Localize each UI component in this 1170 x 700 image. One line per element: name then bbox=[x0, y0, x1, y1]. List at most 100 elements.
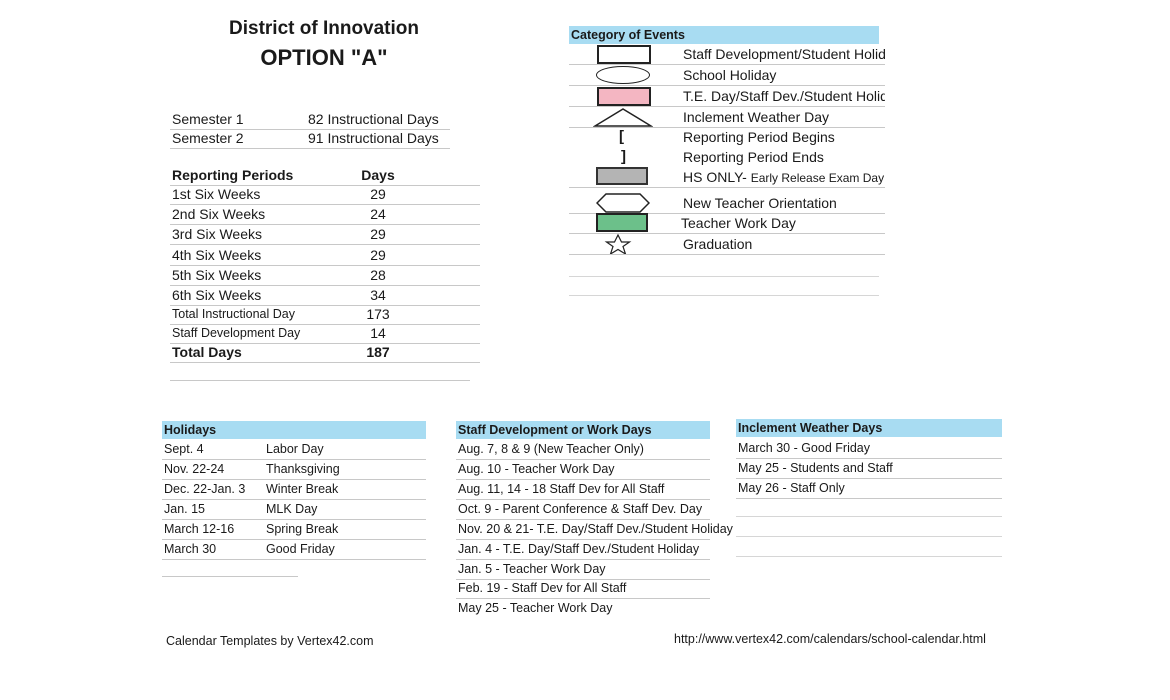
close-bracket-icon: ] bbox=[621, 148, 626, 165]
reporting-label: 2nd Six Weeks bbox=[172, 206, 266, 222]
reporting-row: Total Instructional Day 173 bbox=[170, 304, 480, 325]
total-label: Total Days bbox=[172, 344, 242, 360]
staff-dev-header: Staff Development or Work Days bbox=[456, 421, 710, 439]
holiday-date: March 30 bbox=[164, 542, 217, 556]
category-label-group: HS ONLY- Early Release Exam Day bbox=[683, 167, 884, 187]
holiday-row: March 30 Good Friday bbox=[162, 539, 426, 560]
divider bbox=[736, 516, 1002, 517]
staff-dev-row: Aug. 11, 14 - 18 Staff Dev for All Staff bbox=[456, 479, 710, 500]
category-label: Graduation bbox=[683, 236, 753, 252]
staff-dev-text: Jan. 5 - Teacher Work Day bbox=[458, 562, 606, 576]
category-row: [ Reporting Period Begins bbox=[569, 127, 885, 147]
staff-dev-text: Aug. 11, 14 - 18 Staff Dev for All Staff bbox=[458, 482, 665, 496]
total-row: Total Days 187 bbox=[170, 342, 480, 363]
reporting-row: Staff Development Day 14 bbox=[170, 323, 480, 344]
reporting-days: 29 bbox=[370, 226, 386, 242]
inclement-row: May 26 - Staff Only bbox=[736, 478, 1002, 499]
staff-dev-row: Feb. 19 - Staff Dev for All Staff bbox=[456, 578, 710, 599]
reporting-days: 14 bbox=[370, 325, 386, 341]
category-label: New Teacher Orientation bbox=[683, 195, 837, 211]
category-row: Teacher Work Day bbox=[569, 213, 885, 234]
inclement-text: May 25 - Students and Staff bbox=[738, 461, 893, 475]
category-row: HS ONLY- Early Release Exam Day bbox=[569, 167, 885, 188]
reporting-row: 4th Six Weeks 29 bbox=[170, 245, 480, 266]
reporting-header-label: Reporting Periods bbox=[172, 167, 294, 183]
holiday-date: March 12-16 bbox=[164, 522, 235, 536]
staff-dev-row: Aug. 7, 8 & 9 (New Teacher Only) bbox=[456, 439, 710, 460]
category-label: T.E. Day/Staff Dev./Student Holiday bbox=[683, 88, 885, 104]
divider bbox=[170, 380, 470, 381]
holiday-row: Sept. 4 Labor Day bbox=[162, 439, 426, 460]
staff-dev-text: Jan. 4 - T.E. Day/Staff Dev./Student Hol… bbox=[458, 542, 700, 556]
holiday-date: Dec. 22-Jan. 3 bbox=[164, 482, 246, 496]
staff-dev-row: May 25 - Teacher Work Day bbox=[456, 598, 710, 618]
reporting-label: 3rd Six Weeks bbox=[172, 226, 262, 242]
divider bbox=[736, 536, 1002, 537]
category-label: Reporting Period Ends bbox=[683, 149, 824, 165]
district-title: District of Innovation bbox=[229, 18, 419, 39]
category-row: Inclement Weather Day bbox=[569, 107, 885, 128]
staff-dev-row: Jan. 5 - Teacher Work Day bbox=[456, 559, 710, 580]
semester-value: 82 Instructional Days bbox=[308, 111, 439, 127]
staff-dev-row: Aug. 10 - Teacher Work Day bbox=[456, 459, 710, 480]
reporting-row: 6th Six Weeks 34 bbox=[170, 285, 480, 306]
inclement-row: March 30 - Good Friday bbox=[736, 438, 1002, 459]
holiday-name: Thanksgiving bbox=[266, 462, 340, 476]
green-rectangle-icon bbox=[596, 213, 648, 232]
divider bbox=[162, 576, 298, 577]
reporting-label: 1st Six Weeks bbox=[172, 186, 261, 202]
reporting-header-days: Days bbox=[361, 167, 395, 183]
option-title: OPTION "A" bbox=[260, 45, 388, 70]
footer-credit: Calendar Templates by Vertex42.com bbox=[166, 634, 374, 648]
gray-rectangle-icon bbox=[596, 167, 648, 185]
holiday-date: Sept. 4 bbox=[164, 442, 204, 456]
reporting-label: Total Instructional Day bbox=[172, 307, 295, 321]
category-row: Staff Development/Student Holiday bbox=[569, 44, 885, 65]
reporting-label: 4th Six Weeks bbox=[172, 247, 262, 263]
semester-row: Semester 1 82 Instructional Days bbox=[170, 109, 450, 130]
reporting-days: 34 bbox=[370, 287, 386, 303]
category-row: New Teacher Orientation bbox=[569, 193, 885, 214]
staff-dev-text: Nov. 20 & 21- T.E. Day/Staff Dev./Studen… bbox=[458, 522, 733, 536]
footer-url[interactable]: http://www.vertex42.com/calendars/school… bbox=[674, 632, 986, 646]
semester-row: Semester 2 91 Instructional Days bbox=[170, 128, 450, 149]
reporting-days: 173 bbox=[366, 306, 390, 322]
staff-dev-text: May 25 - Teacher Work Day bbox=[458, 601, 613, 615]
category-label: Staff Development/Student Holiday bbox=[683, 46, 885, 62]
category-label: Teacher Work Day bbox=[681, 215, 796, 231]
divider bbox=[569, 295, 879, 296]
holiday-name: Labor Day bbox=[266, 442, 324, 456]
staff-dev-text: Aug. 10 - Teacher Work Day bbox=[458, 462, 615, 476]
staff-dev-text: Oct. 9 - Parent Conference & Staff Dev. … bbox=[458, 502, 703, 516]
open-bracket-icon: [ bbox=[619, 128, 624, 145]
inclement-row: May 25 - Students and Staff bbox=[736, 458, 1002, 479]
holiday-date: Jan. 15 bbox=[164, 502, 206, 516]
category-row: ] Reporting Period Ends bbox=[569, 147, 885, 167]
category-row: School Holiday bbox=[569, 65, 885, 86]
semester-label: Semester 2 bbox=[172, 130, 244, 146]
divider bbox=[569, 276, 879, 277]
category-label: Reporting Period Begins bbox=[683, 129, 835, 145]
staff-dev-row: Nov. 20 & 21- T.E. Day/Staff Dev./Studen… bbox=[456, 519, 733, 540]
reporting-label: Staff Development Day bbox=[172, 326, 301, 340]
holiday-row: March 12-16 Spring Break bbox=[162, 519, 426, 540]
inclement-header: Inclement Weather Days bbox=[736, 419, 1002, 437]
divider bbox=[736, 556, 1002, 557]
staff-dev-row: Jan. 4 - T.E. Day/Staff Dev./Student Hol… bbox=[456, 539, 710, 560]
pink-rectangle-icon bbox=[597, 87, 651, 106]
holiday-row: Nov. 22-24 Thanksgiving bbox=[162, 459, 426, 480]
reporting-label: 5th Six Weeks bbox=[172, 267, 262, 283]
rectangle-outline-icon bbox=[597, 45, 651, 64]
reporting-header: Reporting Periods Days bbox=[170, 165, 480, 186]
reporting-days: 28 bbox=[370, 267, 386, 283]
holiday-name: Good Friday bbox=[266, 542, 335, 556]
holiday-name: Winter Break bbox=[266, 482, 339, 496]
category-row: T.E. Day/Staff Dev./Student Holiday bbox=[569, 86, 885, 107]
holiday-name: Spring Break bbox=[266, 522, 339, 536]
category-label: School Holiday bbox=[683, 67, 777, 83]
reporting-label: 6th Six Weeks bbox=[172, 287, 262, 303]
total-days: 187 bbox=[366, 344, 390, 360]
reporting-row: 5th Six Weeks 28 bbox=[170, 265, 480, 286]
holiday-date: Nov. 22-24 bbox=[164, 462, 225, 476]
staff-dev-text: Aug. 7, 8 & 9 (New Teacher Only) bbox=[458, 442, 644, 456]
